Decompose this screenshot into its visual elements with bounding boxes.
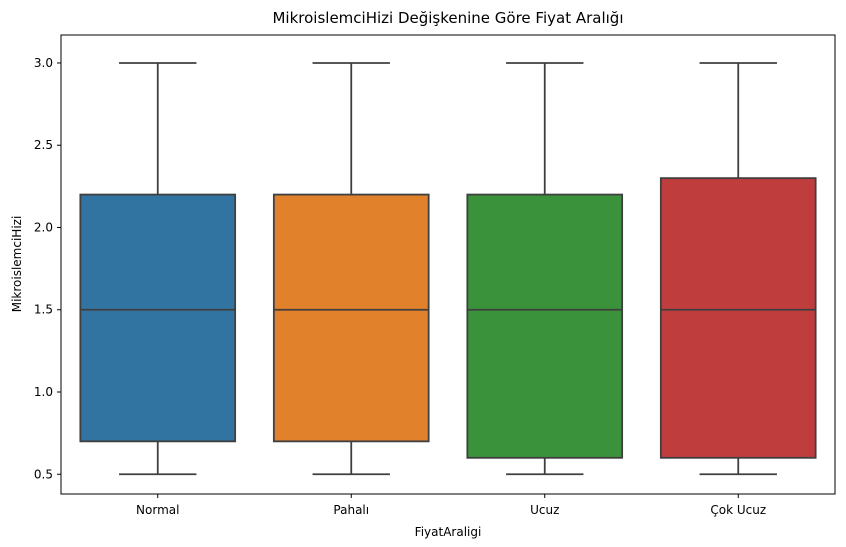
iqr-box (79, 193, 237, 443)
y-tick-label: 1.0 (34, 385, 53, 399)
iqr-box (272, 193, 430, 443)
iqr-box (659, 177, 817, 459)
y-tick-label: 2.5 (34, 138, 53, 152)
plot-area-frame (60, 34, 836, 495)
x-tick-label: Ucuz (530, 503, 559, 517)
x-axis-label: FiyatAraligi (415, 525, 482, 539)
chart-title: MikroislemciHizi Değişkenine Göre Fiyat … (272, 9, 623, 27)
x-tick-label: Pahalı (333, 503, 369, 517)
iqr-box (466, 193, 624, 459)
x-tick-label: Normal (136, 503, 179, 517)
x-tick-label: Çok Ucuz (710, 503, 766, 517)
y-tick-label: 3.0 (34, 56, 53, 70)
y-tick-label: 1.5 (34, 303, 53, 317)
x-axis: Normal Pahalı Ucuz Çok Ucuz (136, 494, 766, 517)
box-1 (79, 62, 237, 476)
y-tick-label: 2.0 (34, 220, 53, 234)
box-4 (659, 62, 817, 476)
y-axis: 0.5 1.0 1.5 2.0 2.5 3.0 (34, 56, 61, 481)
box-series (79, 62, 817, 476)
box-3 (466, 62, 624, 476)
y-axis-label: MikroislemciHizi (10, 216, 24, 313)
box-2 (272, 62, 430, 476)
y-tick-label: 0.5 (34, 467, 53, 481)
